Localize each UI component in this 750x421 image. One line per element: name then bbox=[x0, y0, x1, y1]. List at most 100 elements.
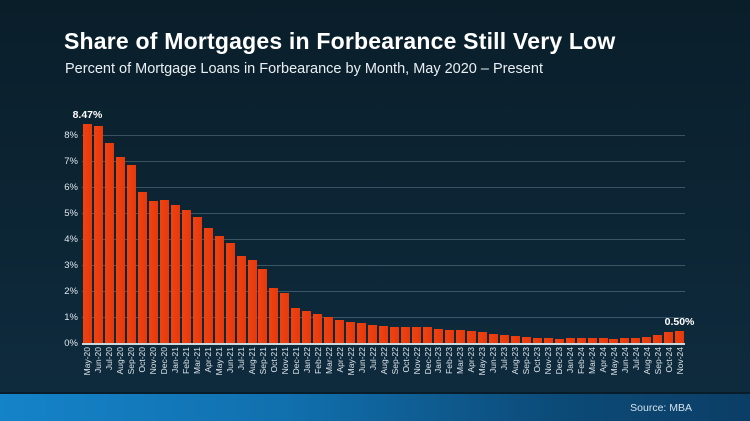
x-axis-label: Aug-20 bbox=[115, 347, 126, 375]
bar bbox=[554, 338, 564, 344]
x-axis-label: Jan-24 bbox=[565, 347, 576, 373]
gridline bbox=[82, 213, 685, 214]
bar-slot bbox=[104, 110, 115, 344]
bar-slot bbox=[192, 110, 203, 344]
bar-slot bbox=[609, 110, 620, 344]
bar-slot bbox=[433, 110, 444, 344]
bar bbox=[401, 326, 411, 344]
x-axis-label: Jun-22 bbox=[356, 347, 367, 373]
bar bbox=[390, 327, 400, 344]
bar-slot bbox=[499, 110, 510, 344]
bar bbox=[104, 142, 114, 344]
bar-slot bbox=[236, 110, 247, 344]
gridline bbox=[82, 135, 685, 136]
bar-slot bbox=[543, 110, 554, 344]
x-axis-label: Dec-20 bbox=[159, 347, 170, 375]
x-axis-label: Aug-24 bbox=[641, 347, 652, 375]
bar bbox=[444, 329, 454, 344]
x-axis-label: Sep-22 bbox=[389, 347, 400, 375]
bar-slot bbox=[510, 110, 521, 344]
x-axis-label: May-22 bbox=[345, 347, 356, 376]
bar bbox=[368, 325, 378, 344]
bar bbox=[324, 317, 334, 344]
x-axis-label: Sep-23 bbox=[521, 347, 532, 375]
bar bbox=[609, 338, 619, 344]
bar-slot bbox=[422, 110, 433, 344]
x-axis-label: Nov-22 bbox=[411, 347, 422, 375]
bar-slot bbox=[367, 110, 378, 344]
bar bbox=[203, 228, 213, 344]
bar bbox=[357, 323, 367, 344]
bar bbox=[488, 333, 498, 344]
bar bbox=[477, 332, 487, 344]
bar bbox=[335, 320, 345, 344]
x-axis-label: Oct-21 bbox=[268, 347, 279, 373]
bar bbox=[93, 125, 103, 344]
bar bbox=[214, 236, 224, 344]
x-axis-label: Jul-22 bbox=[367, 347, 378, 371]
bar bbox=[455, 330, 465, 344]
bar bbox=[225, 243, 235, 344]
bar bbox=[412, 326, 422, 344]
bar-slot bbox=[521, 110, 532, 344]
bar-slot bbox=[389, 110, 400, 344]
bar-slot bbox=[247, 110, 258, 344]
bar bbox=[631, 337, 641, 344]
bar bbox=[258, 268, 268, 344]
bar bbox=[247, 260, 257, 344]
bar-slot bbox=[488, 110, 499, 344]
x-axis-label: Apr-22 bbox=[334, 347, 345, 373]
x-axis-label: Dec-21 bbox=[290, 347, 301, 375]
x-axis-label: Aug-21 bbox=[247, 347, 258, 375]
bar bbox=[510, 336, 520, 344]
gridline bbox=[82, 161, 685, 162]
bar-slot bbox=[554, 110, 565, 344]
x-axis-label: May-23 bbox=[477, 347, 488, 376]
y-axis-label: 5% bbox=[64, 208, 78, 219]
bar-slot bbox=[532, 110, 543, 344]
bar-slot bbox=[641, 110, 652, 344]
x-axis-label: Apr-24 bbox=[598, 347, 609, 373]
bar-slot bbox=[334, 110, 345, 344]
bar-slot bbox=[290, 110, 301, 344]
bar bbox=[302, 310, 312, 344]
bar-slot bbox=[93, 110, 104, 344]
gridline bbox=[82, 291, 685, 292]
bar bbox=[423, 327, 432, 344]
x-axis-label: Dec-22 bbox=[422, 347, 433, 375]
x-axis-line bbox=[82, 343, 685, 345]
x-axis-label: Aug-22 bbox=[378, 347, 389, 375]
bar bbox=[192, 216, 202, 344]
bar bbox=[587, 338, 597, 344]
x-axis-label: Feb-22 bbox=[312, 347, 323, 374]
x-axis-label: Feb-21 bbox=[181, 347, 192, 374]
bar bbox=[642, 336, 652, 344]
bar bbox=[675, 331, 685, 344]
x-axis-label: Mar-22 bbox=[323, 347, 334, 374]
bar-slot bbox=[411, 110, 422, 344]
bar-slot bbox=[663, 110, 674, 344]
bar bbox=[543, 338, 553, 344]
bar bbox=[115, 156, 125, 344]
chart-subtitle: Percent of Mortgage Loans in Forbearance… bbox=[65, 61, 543, 77]
bar bbox=[664, 332, 674, 344]
x-axis-label: Jun-20 bbox=[93, 347, 104, 373]
source-label: Source: MBA bbox=[630, 401, 692, 414]
gridline bbox=[82, 187, 685, 188]
x-axis-label: Dec-23 bbox=[554, 347, 565, 375]
x-axis-label: Apr-23 bbox=[466, 347, 477, 373]
bar-slot bbox=[82, 110, 93, 344]
bar bbox=[620, 338, 630, 344]
bar bbox=[159, 200, 169, 344]
y-axis-label: 0% bbox=[64, 338, 78, 349]
x-axis-label: Oct-20 bbox=[137, 347, 148, 373]
bar bbox=[170, 204, 180, 344]
x-axis-label: Jul-20 bbox=[104, 347, 115, 371]
bar-slot bbox=[159, 110, 170, 344]
y-axis: 0% 1% 2% 3% 4% 5% 6% 7% 8% bbox=[38, 110, 78, 349]
bar-slot bbox=[576, 110, 587, 344]
bar-slot bbox=[148, 110, 159, 344]
x-axis-label: Jun-24 bbox=[619, 347, 630, 373]
y-axis-label: 1% bbox=[64, 312, 78, 323]
bar-slot bbox=[400, 110, 411, 344]
